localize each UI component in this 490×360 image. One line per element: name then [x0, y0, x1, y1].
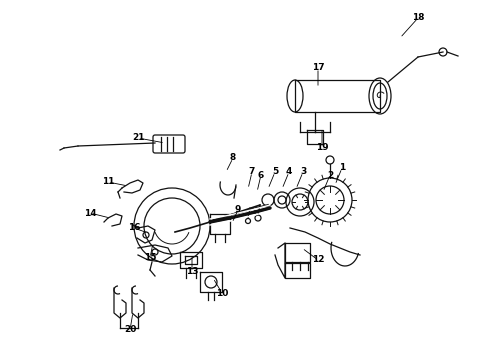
Text: 11: 11 — [102, 177, 114, 186]
Text: 21: 21 — [132, 134, 144, 143]
Text: 4: 4 — [286, 167, 292, 176]
Text: 1: 1 — [339, 163, 345, 172]
Text: 9: 9 — [235, 206, 241, 215]
Text: 19: 19 — [316, 144, 328, 153]
Text: 15: 15 — [144, 253, 156, 262]
Text: 5: 5 — [272, 167, 278, 176]
Text: 14: 14 — [84, 208, 97, 217]
Text: 16: 16 — [128, 224, 140, 233]
Text: 17: 17 — [312, 63, 324, 72]
Text: 20: 20 — [124, 325, 136, 334]
Text: 12: 12 — [312, 256, 324, 265]
Text: 13: 13 — [186, 267, 198, 276]
Text: 10: 10 — [216, 288, 228, 297]
Text: 18: 18 — [412, 13, 424, 22]
Text: 7: 7 — [249, 167, 255, 176]
Text: 6: 6 — [258, 171, 264, 180]
Text: 8: 8 — [230, 153, 236, 162]
Text: 2: 2 — [327, 171, 333, 180]
Text: 3: 3 — [300, 167, 306, 176]
